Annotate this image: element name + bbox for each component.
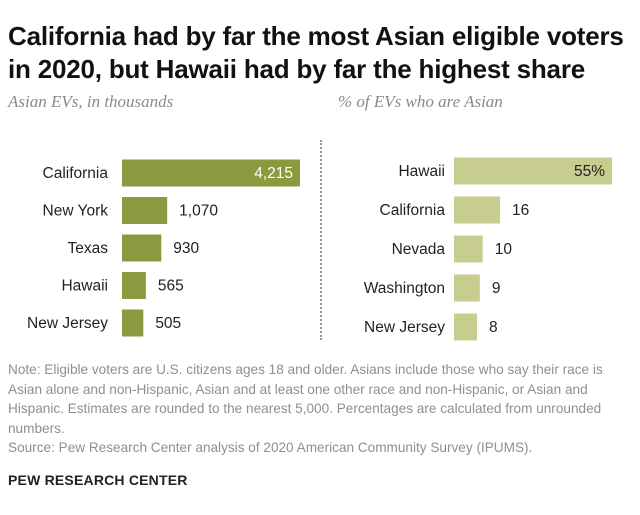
category-label: Hawaii xyxy=(398,163,445,180)
bar xyxy=(122,197,168,224)
data-label: 565 xyxy=(158,278,184,295)
left-chart-subtitle: Asian EVs, in thousands xyxy=(8,92,174,111)
category-label: Nevada xyxy=(392,241,446,258)
data-label: 4,215 xyxy=(254,165,293,182)
bar xyxy=(454,157,612,185)
bar xyxy=(122,159,300,187)
chart-title: California had by far the most Asian eli… xyxy=(8,21,624,84)
category-label: New Jersey xyxy=(364,319,445,336)
data-label: 55% xyxy=(574,163,605,180)
data-label: 930 xyxy=(173,240,199,257)
data-label: 9 xyxy=(492,280,501,297)
bar xyxy=(454,313,477,341)
left-bar-chart: California 4,215 New York 1,070 Texas 930 Hawa… xyxy=(27,159,300,337)
right-bar-chart: Hawaii 55% California 16 Nevada 10 Washington 9… xyxy=(364,157,612,341)
pew-logo-text: PEW RESEARCH CENTER xyxy=(8,472,188,488)
data-label: 505 xyxy=(155,315,181,332)
data-label: 8 xyxy=(489,319,498,336)
source-text: Source: Pew Research Center analysis of … xyxy=(8,440,533,455)
chart-divider xyxy=(320,140,322,340)
data-label: 10 xyxy=(495,241,513,258)
bar xyxy=(454,196,500,224)
data-label: 16 xyxy=(512,202,529,219)
bar xyxy=(122,272,146,299)
bar xyxy=(122,309,144,337)
note-text: Note: Eligible voters are U.S. citizens … xyxy=(8,362,603,436)
category-label: Washington xyxy=(364,280,445,297)
category-label: Hawaii xyxy=(61,278,108,295)
category-label: New York xyxy=(43,203,109,220)
bar xyxy=(454,235,483,263)
right-chart-subtitle: % of EVs who are Asian xyxy=(338,92,503,111)
category-label: Texas xyxy=(68,240,109,257)
bar xyxy=(454,274,480,302)
category-label: California xyxy=(43,165,109,182)
data-label: 1,070 xyxy=(179,203,218,220)
category-label: New Jersey xyxy=(27,315,108,332)
category-label: California xyxy=(380,202,446,219)
footnotes: Note: Eligible voters are U.S. citizens … xyxy=(8,360,638,458)
bar xyxy=(122,234,162,262)
